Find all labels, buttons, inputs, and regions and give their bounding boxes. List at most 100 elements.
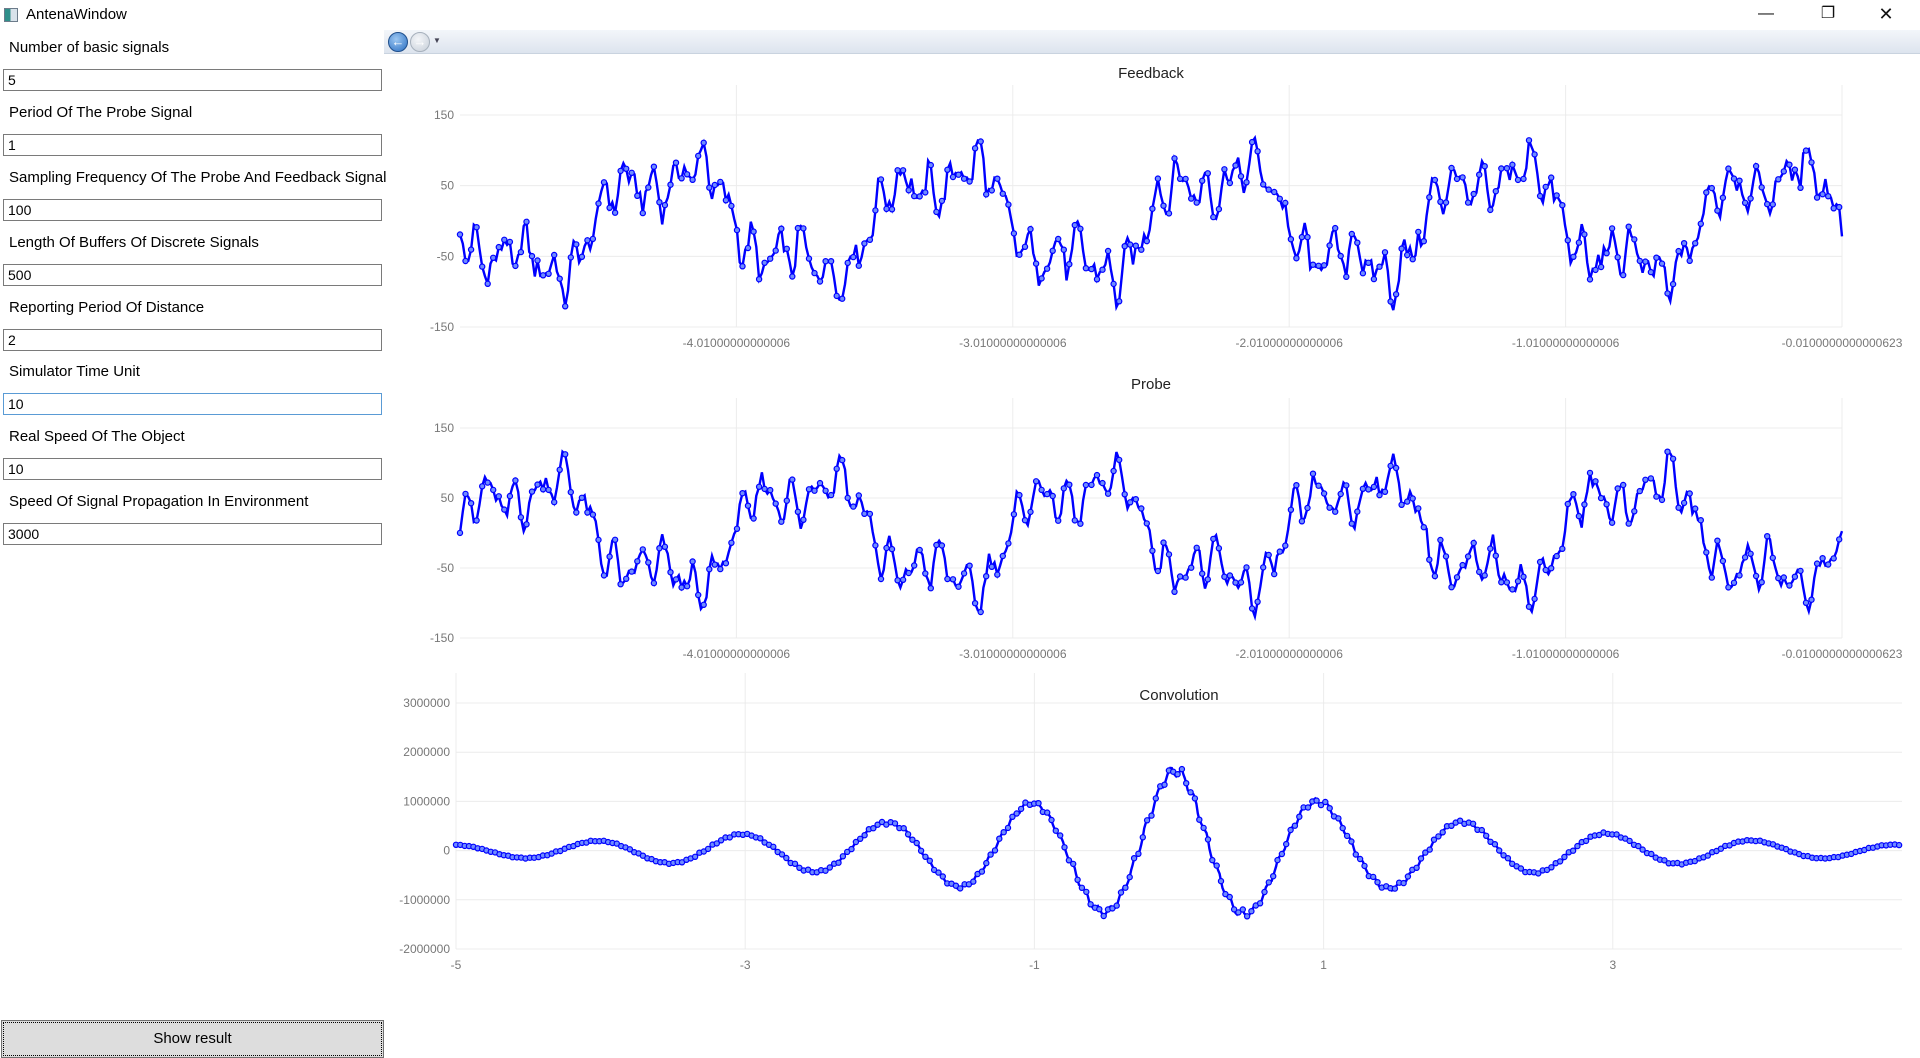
data-point [1100,912,1107,920]
data-point [1658,496,1666,504]
data-point [551,251,558,259]
data-point [1578,838,1586,846]
data-point [1276,548,1284,555]
data-point [1193,199,1200,206]
forward-icon[interactable]: → [410,32,430,52]
data-point [1171,155,1178,162]
data-point [1356,855,1364,863]
window-title: AntenaWindow [26,6,127,23]
data-point [1819,190,1826,198]
data-point [961,881,968,888]
data-point [506,238,514,246]
data-point [844,259,851,267]
data-point [700,601,707,609]
data-point [1010,511,1018,518]
data-point [512,262,519,270]
close-button[interactable]: ✕ [1878,4,1894,24]
data-point [1714,207,1721,214]
data-point [539,272,547,279]
data-point [473,223,480,231]
period-of-probe-signal-input[interactable] [3,134,382,156]
data-point [1763,533,1771,540]
data-point [1278,850,1286,858]
data-point [648,855,655,863]
data-point [523,521,530,528]
data-point [623,575,630,583]
buffer-length-input[interactable] [3,264,382,286]
number-of-basic-signals-input[interactable] [3,69,382,91]
data-point [1156,783,1164,790]
data-point [1448,164,1455,172]
data-point [1592,266,1599,274]
data-point [561,845,568,852]
caret-down-icon[interactable]: ▼ [433,36,441,45]
data-point [1824,192,1832,200]
data-point [1769,201,1777,208]
data-point [1495,847,1503,854]
data-point [1069,860,1077,868]
data-point [1160,202,1167,209]
data-point [1797,184,1804,191]
data-point [1365,259,1372,266]
data-point [1026,801,1034,809]
data-point [999,190,1007,197]
data-point [1293,255,1300,262]
data-point [1165,767,1173,774]
data-point [1221,573,1228,580]
data-point [1104,906,1112,913]
data-point [479,263,486,270]
x-tick-label: -0.0100000000000623 [1782,336,1903,350]
propagation-speed-input[interactable] [3,523,382,545]
data-point [1581,231,1588,238]
data-point [1282,199,1289,207]
data-point [800,867,807,874]
data-point [904,831,912,838]
data-point [1813,194,1821,201]
data-point [1769,554,1777,562]
data-point [1082,481,1090,489]
data-point [1226,572,1234,579]
data-point [631,849,638,856]
data-point [1631,236,1638,243]
chart-title: Feedback [1118,65,1184,82]
data-point [926,857,934,865]
data-point [1077,520,1084,527]
data-point [1586,276,1594,283]
data-point [1714,537,1721,544]
data-point [850,253,857,261]
data-point [922,570,929,577]
data-point [1376,263,1383,270]
data-point [596,838,603,845]
data-point [1430,836,1438,843]
sampling-frequency-input[interactable] [3,199,382,221]
data-point [971,600,979,607]
reporting-period-input[interactable] [3,329,382,351]
simulator-time-unit-input[interactable] [3,393,382,415]
show-result-button[interactable]: Show result [1,1020,384,1058]
data-point [1213,862,1220,869]
data-point [1161,781,1168,788]
data-point [1608,519,1616,526]
restore-button[interactable]: ❐ [1820,5,1836,22]
data-point [1878,842,1885,849]
data-point [1352,851,1360,858]
data-point [1509,161,1516,168]
real-speed-input[interactable] [3,458,382,480]
data-point [1043,809,1051,816]
back-icon[interactable]: ← [388,32,408,52]
data-point [1398,245,1405,252]
data-point [952,882,960,889]
data-point [888,206,896,213]
data-point [1437,536,1444,544]
data-point [1452,819,1459,826]
data-point [1017,805,1025,813]
data-point [1559,545,1566,553]
minimize-button[interactable]: — [1758,5,1774,22]
data-point [1536,558,1544,566]
data-point [1453,574,1461,581]
data-point [722,560,730,567]
data-point [1475,568,1483,576]
data-point [1395,879,1403,886]
data-point [1398,501,1405,508]
data-point [1000,829,1007,836]
